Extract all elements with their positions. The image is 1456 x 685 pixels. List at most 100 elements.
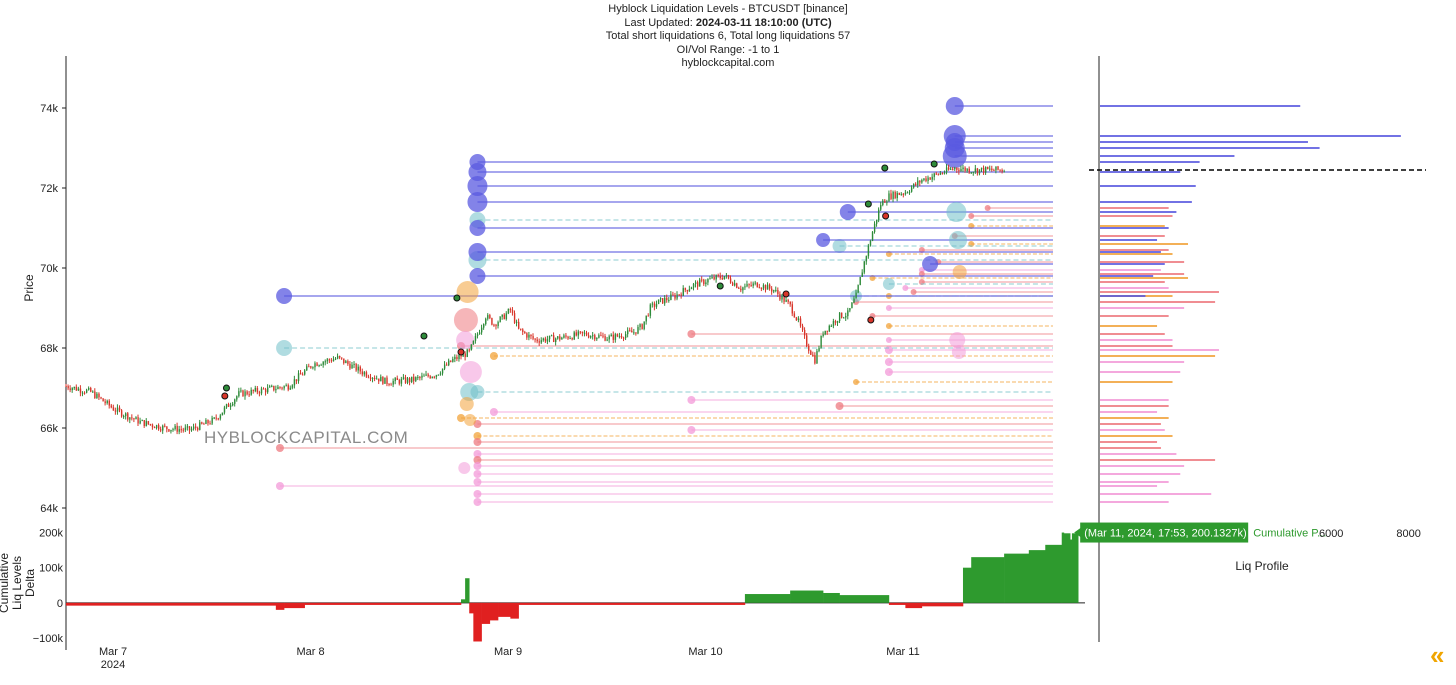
- long-liq-marker[interactable]: [687, 396, 696, 404]
- delta-segment[interactable]: [744, 594, 791, 603]
- candle-body: [507, 308, 510, 314]
- delta-segment[interactable]: [473, 602, 482, 642]
- long-liq-marker[interactable]: [884, 368, 893, 376]
- delta-segment[interactable]: [284, 602, 305, 609]
- liq-cluster-bubble[interactable]: [464, 414, 477, 426]
- liq-cluster-bubble[interactable]: [459, 397, 474, 411]
- long-liq-marker[interactable]: [885, 305, 892, 311]
- long-liq-marker[interactable]: [489, 352, 498, 360]
- green-marker[interactable]: [453, 294, 461, 302]
- green-marker[interactable]: [716, 282, 724, 290]
- short-liq-marker[interactable]: [469, 268, 486, 284]
- delta-segment[interactable]: [1028, 550, 1046, 603]
- long-liq-marker[interactable]: [275, 444, 284, 452]
- delta-segment[interactable]: [839, 595, 890, 603]
- long-liq-marker[interactable]: [489, 408, 498, 416]
- short-liq-marker[interactable]: [816, 233, 831, 247]
- delta-segment[interactable]: [489, 602, 499, 621]
- long-liq-marker[interactable]: [687, 426, 696, 434]
- long-liq-marker[interactable]: [473, 456, 482, 464]
- long-liq-marker[interactable]: [473, 498, 482, 506]
- candle-body: [421, 375, 423, 378]
- long-liq-marker[interactable]: [473, 462, 482, 470]
- green-marker[interactable]: [881, 164, 889, 172]
- short-liq-marker[interactable]: [468, 243, 487, 261]
- short-liq-marker[interactable]: [467, 192, 488, 212]
- delta-segment[interactable]: [962, 567, 972, 603]
- short-liq-marker[interactable]: [922, 256, 939, 272]
- long-liq-marker[interactable]: [457, 414, 465, 422]
- red-marker[interactable]: [221, 392, 229, 400]
- liq-cluster-bubble[interactable]: [458, 462, 471, 474]
- green-marker[interactable]: [222, 384, 230, 392]
- long-liq-marker[interactable]: [687, 330, 696, 338]
- delta-segment[interactable]: [304, 602, 458, 605]
- liq-cluster-bubble[interactable]: [952, 265, 967, 279]
- short-liq-marker[interactable]: [945, 97, 964, 115]
- mid-liq-marker[interactable]: [276, 340, 293, 356]
- mid-liq-marker[interactable]: [832, 239, 847, 253]
- green-marker[interactable]: [864, 200, 872, 208]
- long-liq-marker[interactable]: [968, 213, 975, 219]
- liq-cluster-bubble[interactable]: [460, 383, 479, 401]
- long-liq-marker[interactable]: [910, 289, 917, 295]
- liq-cluster-bubble[interactable]: [946, 202, 967, 222]
- long-liq-marker[interactable]: [853, 379, 859, 385]
- delta-segment[interactable]: [921, 602, 964, 607]
- liq-cluster-bubble[interactable]: [453, 308, 478, 332]
- delta-segment[interactable]: [1061, 532, 1079, 603]
- short-liq-marker[interactable]: [468, 163, 487, 181]
- long-liq-marker[interactable]: [275, 482, 284, 490]
- long-liq-marker[interactable]: [473, 438, 482, 446]
- short-liq-marker[interactable]: [276, 288, 293, 304]
- long-liq-marker[interactable]: [473, 470, 482, 478]
- delta-segment[interactable]: [275, 602, 285, 610]
- liq-cluster-bubble[interactable]: [456, 281, 479, 303]
- liq-cluster-bubble[interactable]: [951, 345, 966, 359]
- delta-segment[interactable]: [510, 602, 519, 619]
- long-liq-marker[interactable]: [902, 285, 909, 291]
- green-marker[interactable]: [930, 160, 938, 168]
- red-marker[interactable]: [457, 348, 465, 356]
- long-liq-marker[interactable]: [473, 432, 482, 440]
- long-liq-marker[interactable]: [884, 346, 893, 354]
- delta-segment[interactable]: [971, 557, 1005, 603]
- red-marker[interactable]: [882, 212, 890, 220]
- delta-segment[interactable]: [461, 599, 466, 603]
- delta-segment[interactable]: [469, 602, 474, 614]
- delta-segment[interactable]: [465, 578, 470, 603]
- red-marker[interactable]: [867, 316, 875, 324]
- site-link[interactable]: hyblockcapital.com: [681, 57, 775, 69]
- green-marker[interactable]: [420, 332, 428, 340]
- short-liq-marker[interactable]: [839, 204, 856, 220]
- short-liq-marker[interactable]: [467, 176, 488, 196]
- liq-cluster-bubble[interactable]: [459, 361, 482, 383]
- long-liq-marker[interactable]: [884, 358, 893, 366]
- liq-cluster-bubble[interactable]: [949, 231, 968, 249]
- delta-segment[interactable]: [790, 590, 824, 603]
- liq-cluster-bubble[interactable]: [456, 331, 475, 349]
- long-liq-marker[interactable]: [984, 205, 991, 211]
- long-liq-marker[interactable]: [885, 323, 892, 329]
- delta-segment[interactable]: [823, 592, 840, 603]
- delta-segment[interactable]: [905, 602, 923, 609]
- long-liq-marker[interactable]: [473, 490, 482, 498]
- long-liq-marker[interactable]: [885, 337, 892, 343]
- delta-segment[interactable]: [1045, 544, 1063, 603]
- short-liq-marker[interactable]: [469, 220, 486, 236]
- delta-segment[interactable]: [518, 602, 746, 605]
- long-liq-marker[interactable]: [473, 450, 482, 458]
- mid-liq-marker[interactable]: [882, 278, 895, 290]
- delta-segment[interactable]: [456, 602, 462, 605]
- delta-segment[interactable]: [1004, 553, 1030, 603]
- long-liq-marker[interactable]: [835, 402, 844, 410]
- delta-segment[interactable]: [888, 602, 906, 605]
- liq-cluster-bubble[interactable]: [949, 332, 966, 348]
- delta-segment[interactable]: [66, 602, 277, 606]
- long-liq-marker[interactable]: [473, 478, 482, 486]
- delta-segment[interactable]: [498, 602, 511, 617]
- red-marker[interactable]: [782, 290, 790, 298]
- candle-body: [341, 357, 343, 359]
- delta-segment[interactable]: [481, 602, 491, 624]
